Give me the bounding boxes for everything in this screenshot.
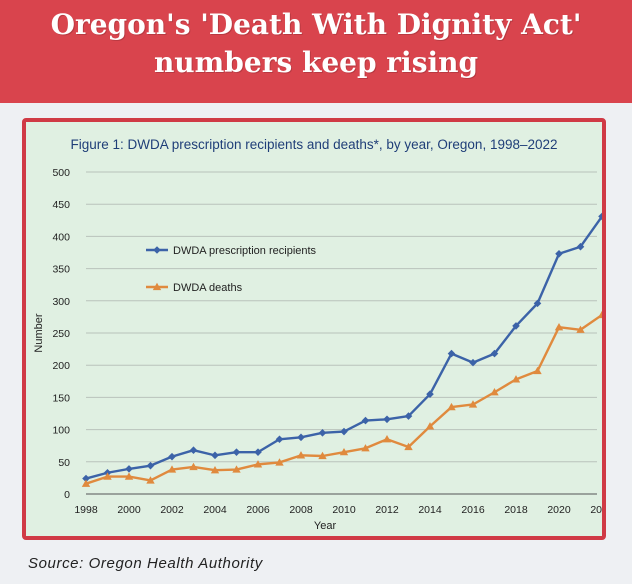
deaths-point: [167, 465, 177, 473]
recipients-point: [168, 452, 176, 461]
legend-label-deaths: DWDA deaths: [173, 282, 243, 294]
recipients-point: [469, 358, 477, 367]
deaths-point: [447, 402, 456, 411]
deaths-point: [533, 366, 542, 375]
recipients-point: [254, 448, 262, 456]
chart-frame: Figure 1: DWDA prescription recipients a…: [22, 118, 606, 540]
recipients-point: [340, 427, 348, 436]
deaths-point: [81, 479, 91, 487]
axis-layer: 0 50 100 150 200 250 300 350 400 450 500 1998 2000 20…: [52, 167, 602, 516]
recipients-point: [318, 429, 327, 437]
deaths-point: [468, 400, 478, 408]
x-tick-label: 2004: [203, 504, 227, 516]
chart-title: Figure 1: DWDA prescription recipients a…: [70, 137, 557, 152]
deaths-point: [210, 465, 220, 474]
x-tick-label: 2006: [246, 504, 270, 516]
series-layer: [81, 212, 602, 487]
line-chart: Figure 1: DWDA prescription recipients a…: [33, 137, 602, 532]
deaths-point: [146, 476, 155, 484]
x-tick-label: 1998: [74, 504, 98, 516]
deaths-point: [576, 325, 585, 333]
y-tick-label: 450: [52, 199, 70, 211]
legend: DWDA prescription recipients DWDA deaths: [146, 245, 317, 294]
x-tick-label: 2010: [332, 504, 356, 516]
x-tick-label: 2016: [461, 504, 485, 516]
y-tick-label: 500: [52, 167, 70, 179]
deaths-point: [404, 442, 413, 451]
deaths-point: [275, 458, 284, 466]
recipients-point: [146, 461, 155, 470]
recipients-point: [82, 474, 90, 483]
y-tick-label: 0: [64, 489, 70, 501]
y-tick-label: 150: [52, 392, 70, 404]
x-tick-label: 2014: [418, 504, 442, 516]
legend-marker-recipients: [153, 246, 161, 254]
y-tick-label: 200: [52, 360, 70, 372]
recipients-point: [189, 446, 198, 455]
recipients-point: [555, 249, 563, 258]
x-tick-label: 2008: [289, 504, 313, 516]
x-tick-label: 2022: [590, 504, 602, 516]
recipients-point: [211, 451, 219, 460]
deaths-point: [318, 451, 327, 460]
grid-layer: [86, 171, 597, 495]
deaths-point: [490, 388, 499, 396]
deaths-point: [554, 323, 564, 331]
y-tick-label: 300: [52, 296, 70, 308]
recipients-point: [512, 322, 520, 330]
y-tick-label: 400: [52, 231, 70, 243]
x-tick-label: 2018: [504, 504, 528, 516]
deaths-point: [382, 435, 392, 443]
recipients-point: [297, 433, 305, 442]
deaths-point: [103, 472, 112, 480]
deaths-point: [597, 310, 602, 319]
headline: Oregon's 'Death With Dignity Act' number…: [0, 6, 632, 82]
recipients-point: [275, 435, 284, 444]
x-axis-label: Year: [314, 520, 337, 532]
source-note: Source: Oregon Health Authority: [28, 555, 263, 572]
deaths-point: [232, 465, 241, 473]
recipients-point: [576, 242, 585, 251]
deaths-point: [253, 460, 263, 468]
recipients-point: [404, 412, 413, 420]
recipients-point: [490, 349, 499, 358]
headline-line-2: numbers keep rising: [153, 46, 479, 79]
x-tick-label: 2000: [117, 504, 141, 516]
x-tick-label: 2020: [547, 504, 571, 516]
y-axis-label: Number: [33, 313, 45, 352]
deaths-point: [511, 375, 521, 383]
recipients-point: [125, 465, 133, 473]
deaths-point: [296, 451, 306, 459]
y-tick-label: 50: [58, 457, 70, 469]
recipients-point: [383, 415, 391, 424]
deaths-point: [425, 422, 435, 430]
x-tick-label: 2002: [160, 504, 184, 516]
y-tick-label: 350: [52, 264, 70, 276]
y-tick-label: 250: [52, 328, 70, 340]
deaths-point: [361, 444, 370, 452]
recipients-series-line: [85, 215, 602, 480]
deaths-point: [124, 472, 134, 480]
recipients-point: [598, 212, 602, 221]
recipients-point: [426, 390, 434, 398]
headline-banner: Oregon's 'Death With Dignity Act' number…: [0, 0, 632, 103]
recipients-point: [361, 416, 370, 425]
deaths-point: [339, 447, 349, 456]
x-tick-label: 2012: [375, 504, 399, 516]
legend-marker-deaths: [152, 282, 162, 291]
recipients-point: [232, 448, 241, 456]
recipients-point: [447, 349, 456, 358]
headline-line-1: Oregon's 'Death With Dignity Act': [50, 8, 582, 41]
deaths-point: [189, 462, 198, 471]
y-tick-label: 100: [52, 425, 70, 437]
deaths-series-line: [85, 313, 602, 485]
legend-label-recipients: DWDA prescription recipients: [173, 245, 317, 257]
